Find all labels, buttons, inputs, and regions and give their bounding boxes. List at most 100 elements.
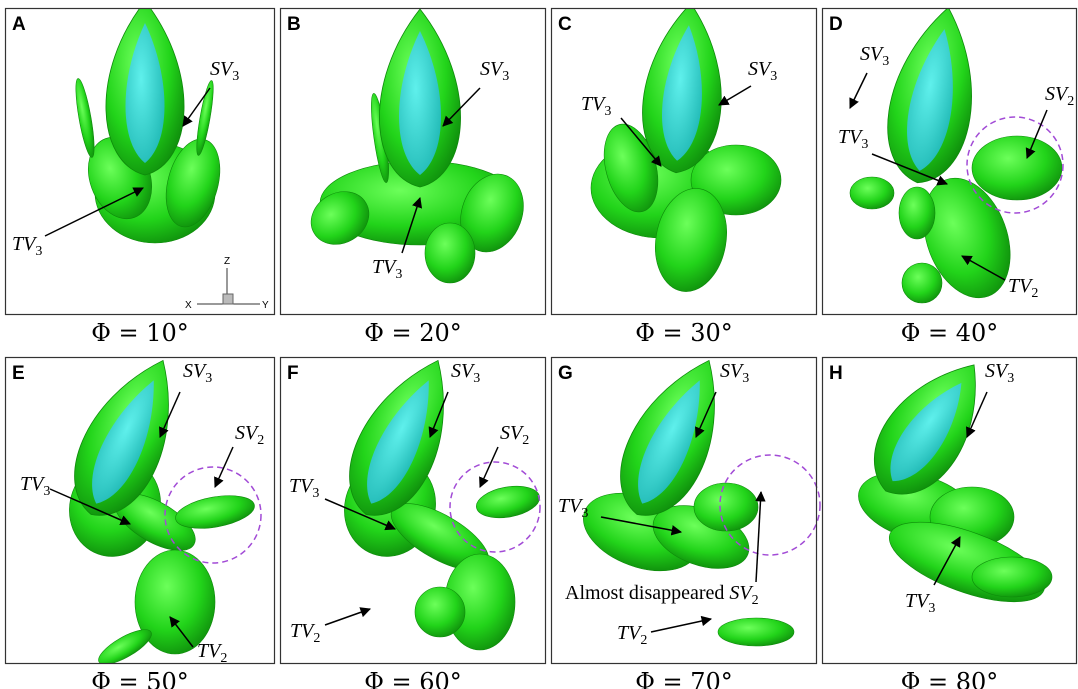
annotation-var: TV bbox=[197, 640, 223, 662]
vortex-render bbox=[72, 1, 229, 243]
annotation-sub: 3 bbox=[312, 486, 319, 501]
annotation-sub: 3 bbox=[770, 69, 777, 84]
panel: DSV3SV2TV3TV2 bbox=[823, 0, 1077, 314]
annotation-sub: 2 bbox=[1031, 286, 1038, 301]
vortex-blob bbox=[415, 587, 465, 637]
annotation-prefix: Almost disappeared bbox=[565, 582, 729, 604]
annotation: TV3 bbox=[905, 590, 935, 616]
annotation-arrow bbox=[651, 619, 711, 632]
annotation: TV2 bbox=[1008, 275, 1038, 301]
vortex-blob bbox=[72, 78, 98, 159]
panel: GSV3TV3Almost disappeared SV2TV2 bbox=[552, 344, 821, 664]
annotation-var: TV bbox=[617, 622, 643, 644]
annotation: SV3 bbox=[183, 360, 212, 386]
annotation-sub: 2 bbox=[220, 651, 227, 666]
panel: ESV3SV2TV3TV2 bbox=[6, 344, 275, 671]
annotation: TV3 bbox=[558, 495, 588, 521]
vortex-blob bbox=[902, 263, 942, 303]
caption: Φ = 20° bbox=[364, 319, 462, 347]
annotation-sub: 2 bbox=[313, 631, 320, 646]
caption: Φ = 50° bbox=[91, 668, 189, 689]
annotation-sub: 2 bbox=[522, 433, 529, 448]
panel: CTV3SV3 bbox=[552, 0, 817, 315]
annotation-sub: 3 bbox=[395, 267, 402, 282]
annotation: TV2 bbox=[290, 620, 320, 646]
panel-letter: C bbox=[558, 14, 572, 35]
annotation-var: TV bbox=[838, 126, 864, 148]
annotation: SV3 bbox=[985, 360, 1014, 386]
vortex-blob bbox=[718, 618, 794, 646]
annotation: SV3 bbox=[451, 360, 480, 386]
annotation-var: TV bbox=[20, 473, 46, 495]
annotation-sub: 3 bbox=[861, 137, 868, 152]
annotation-arrow bbox=[325, 609, 370, 625]
vortex-blob bbox=[474, 482, 542, 523]
panel-letter: D bbox=[829, 14, 843, 35]
annotation: SV3 bbox=[720, 360, 749, 386]
caption: Φ = 80° bbox=[901, 668, 999, 689]
annotation-var: TV bbox=[1008, 275, 1034, 297]
annotation-sub: 3 bbox=[581, 506, 588, 521]
axis-box bbox=[223, 294, 233, 304]
annotation: TV2 bbox=[617, 622, 647, 648]
vortex-blob bbox=[899, 187, 935, 239]
annotation-var: TV bbox=[12, 233, 38, 255]
vortex-render bbox=[851, 342, 1055, 618]
annotation-var: TV bbox=[905, 590, 931, 612]
annotation: TV3 bbox=[289, 475, 319, 501]
annotation: SV3 bbox=[480, 58, 509, 84]
panel-letter: A bbox=[12, 14, 26, 35]
caption: Φ = 40° bbox=[901, 319, 999, 347]
caption: Φ = 10° bbox=[91, 319, 189, 347]
panel-letter: F bbox=[287, 363, 299, 384]
annotation: SV3 bbox=[210, 58, 239, 84]
panel: BSV3TV3 bbox=[281, 9, 546, 315]
panel: H SV3 TV3 bbox=[823, 342, 1077, 663]
annotation: TV3 bbox=[12, 233, 42, 259]
panel: A SV3 TV3 Z X Y bbox=[6, 1, 275, 315]
annotation-var: TV bbox=[289, 475, 315, 497]
annotation-sub: 3 bbox=[473, 371, 480, 386]
annotation-var: TV bbox=[290, 620, 316, 642]
caption: Φ = 60° bbox=[364, 668, 462, 689]
panel-letter: H bbox=[829, 363, 843, 384]
annotation-sub: 3 bbox=[742, 371, 749, 386]
axis-label: Y bbox=[262, 300, 269, 311]
annotation-arrow bbox=[719, 86, 751, 105]
annotation-arrow bbox=[480, 447, 498, 487]
annotation-var: TV bbox=[581, 93, 607, 115]
annotation-arrow bbox=[850, 73, 867, 108]
annotation-sub: 2 bbox=[752, 593, 759, 608]
annotation: SV3 bbox=[860, 43, 889, 69]
annotation-var: TV bbox=[372, 256, 398, 278]
panel-letter: E bbox=[12, 363, 25, 384]
annotation: SV2 bbox=[1045, 83, 1074, 109]
annotation-sub: 3 bbox=[928, 601, 935, 616]
vortex-render bbox=[56, 344, 257, 671]
annotation: TV3 bbox=[372, 256, 402, 282]
annotation: SV3 bbox=[748, 58, 777, 84]
panel-letter: B bbox=[287, 14, 301, 35]
axis-label: Z bbox=[224, 256, 230, 267]
annotation-sub: 3 bbox=[35, 244, 42, 259]
figure: ASV3TV3ZXYΦ = 10°BSV3TV3Φ = 20°CTV3SV3Φ … bbox=[0, 0, 1078, 689]
vortex-blob bbox=[425, 223, 475, 283]
annotation-sub: 3 bbox=[502, 69, 509, 84]
caption: Φ = 70° bbox=[635, 668, 733, 689]
annotation: SV2 bbox=[500, 422, 529, 448]
annotation: TV3 bbox=[20, 473, 50, 499]
annotation-sub: 2 bbox=[1067, 94, 1074, 109]
annotation: SV2 bbox=[235, 422, 264, 448]
annotation: TV3 bbox=[581, 93, 611, 119]
annotation-var: TV bbox=[558, 495, 584, 517]
annotation-sub: 3 bbox=[604, 104, 611, 119]
annotation-sub: 3 bbox=[43, 484, 50, 499]
vortex-render bbox=[331, 344, 543, 650]
axis-label: X bbox=[185, 300, 192, 311]
vortex-render bbox=[591, 0, 781, 297]
annotation: TV3 bbox=[838, 126, 868, 152]
annotation-sub: 3 bbox=[882, 54, 889, 69]
caption: Φ = 30° bbox=[635, 319, 733, 347]
annotation-sub: 2 bbox=[257, 433, 264, 448]
vortex-blob bbox=[972, 557, 1052, 597]
